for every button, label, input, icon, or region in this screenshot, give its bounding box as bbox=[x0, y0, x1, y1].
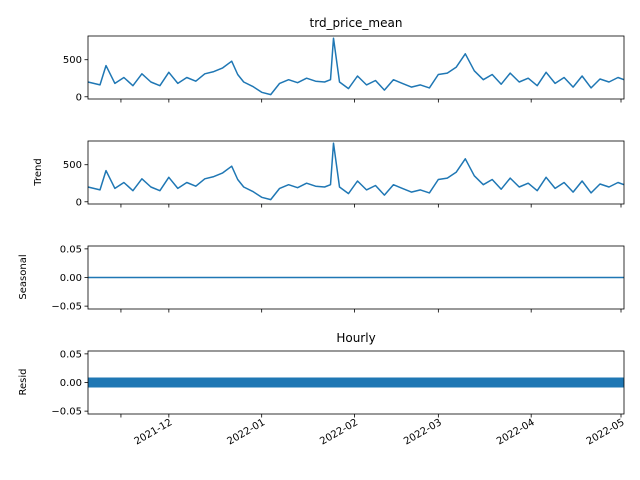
ytick-label-trend-1: 500 bbox=[63, 160, 82, 171]
title-hourly: Hourly bbox=[336, 331, 375, 345]
panel-seasonal: −0.05 0.00 0.05 bbox=[51, 244, 625, 313]
ytick-label-seasonal-1: 0.00 bbox=[60, 273, 82, 284]
panel-observed: 0 500 bbox=[63, 35, 625, 103]
ytick-label-resid-1: 0.00 bbox=[60, 378, 82, 389]
ylabel-seasonal: Seasonal bbox=[18, 254, 29, 299]
ytick-label-observed-0: 0 bbox=[76, 92, 82, 103]
resid-band bbox=[88, 377, 624, 388]
frame-trend bbox=[87, 140, 625, 205]
ytick-label-seasonal-2: 0.05 bbox=[60, 244, 82, 255]
series-line-observed bbox=[87, 37, 625, 96]
ytick-label-observed-1: 500 bbox=[63, 55, 82, 66]
ylabel-trend: Trend bbox=[33, 158, 44, 186]
ylabel-resid: Resid bbox=[18, 369, 29, 396]
panel-trend: 0 500 bbox=[63, 140, 625, 208]
series-line-trend bbox=[87, 142, 625, 201]
frame-observed bbox=[87, 35, 625, 100]
ytick-label-seasonal-0: −0.05 bbox=[51, 302, 82, 313]
ytick-label-trend-0: 0 bbox=[76, 197, 82, 208]
panel-resid: −0.05 0.00 0.05 bbox=[51, 349, 625, 418]
title-trd-price-mean: trd_price_mean bbox=[310, 16, 403, 30]
ytick-label-resid-2: 0.05 bbox=[60, 349, 82, 360]
ytick-label-resid-0: −0.05 bbox=[51, 407, 82, 418]
